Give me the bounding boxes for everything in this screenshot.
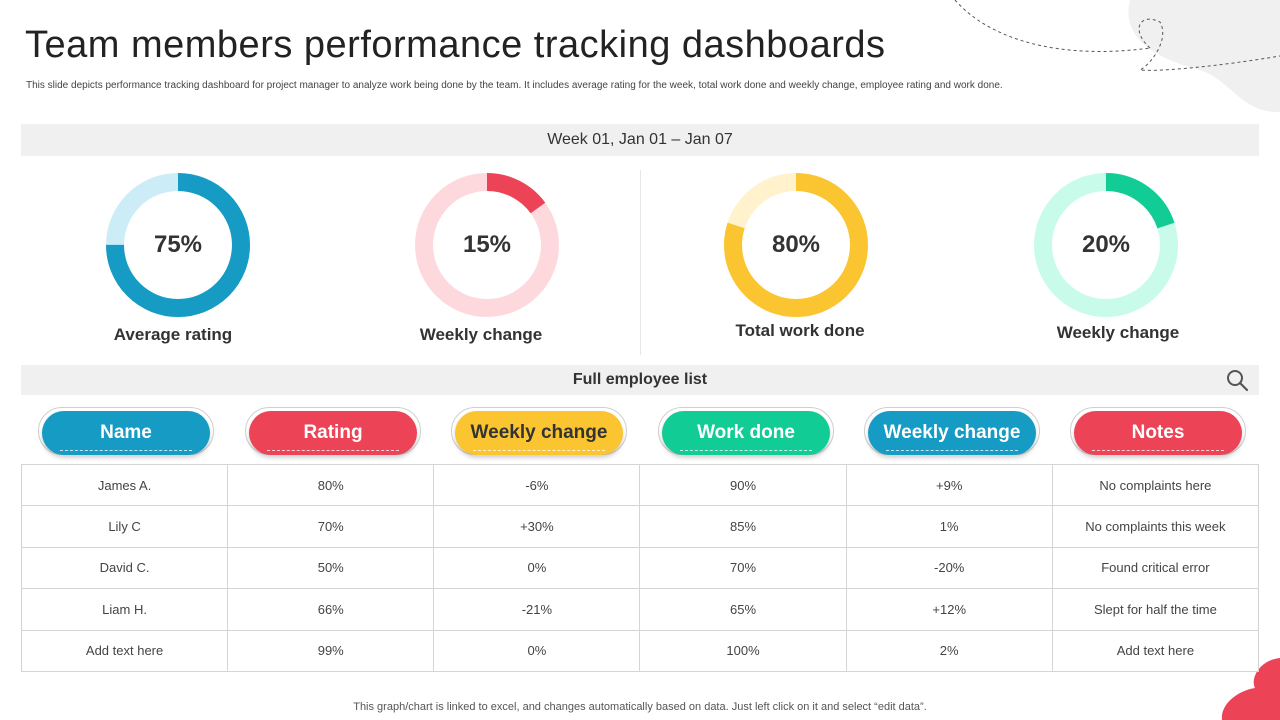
column-header-weekly-change-2[interactable]: Weekly change [864, 407, 1044, 459]
table-row: Add text here 99% 0% 100% 2% Add text he… [20, 629, 1260, 672]
cell-work-done: 90% [639, 463, 847, 507]
column-header-work-done[interactable]: Work done [658, 407, 838, 459]
gauge-label: Weekly change [1056, 323, 1180, 342]
cell-notes: Add text here [1051, 629, 1260, 672]
table-row: Lily C 70% +30% 85% 1% No complaints thi… [20, 505, 1260, 548]
column-label: Weekly change [883, 422, 1021, 443]
cell-name: James A. [20, 463, 229, 507]
pill: Rating [249, 411, 417, 455]
employee-list-bar: Full employee list [21, 365, 1259, 395]
cell-rating: 70% [227, 505, 435, 548]
cell-rating: 66% [227, 588, 435, 631]
cell-weekly-change: -21% [433, 588, 641, 631]
column-label: Name [100, 422, 152, 443]
cell-weekly-change: -6% [433, 463, 641, 507]
cell-rating: 50% [227, 546, 435, 590]
pill: Weekly change [455, 411, 623, 455]
cell-name: Liam H. [20, 588, 229, 631]
cell-notes: No complaints this week [1051, 505, 1260, 548]
cell-weekly-change: 0% [433, 629, 641, 672]
cell-weekly-change-2: +9% [845, 463, 1053, 507]
gauge-value: 75% [153, 231, 203, 258]
gauge-value: 80% [771, 231, 821, 258]
gauge-value: 15% [462, 231, 512, 258]
gauge-value: 20% [1081, 231, 1131, 258]
cell-work-done: 85% [639, 505, 847, 548]
cell-rating: 99% [227, 629, 435, 672]
employee-list-title: Full employee list [572, 371, 708, 388]
gauge-ring [415, 173, 559, 317]
pill: Name [42, 411, 210, 455]
gauge-label: Total work done [735, 321, 865, 340]
section-divider [640, 170, 641, 355]
cell-name: David C. [20, 546, 229, 590]
gauge-ring [1034, 173, 1178, 317]
week-range-bar: Week 01, Jan 01 – Jan 07 [21, 124, 1259, 156]
cell-work-done: 65% [639, 588, 847, 631]
gauge-label: Weekly change [419, 325, 543, 344]
cell-name: Lily C [20, 505, 229, 548]
weekly-change-gauge: 15% [412, 170, 562, 320]
column-header-notes[interactable]: Notes [1070, 407, 1250, 459]
cell-name: Add text here [20, 629, 229, 672]
gauge-label: Average rating [113, 325, 233, 344]
column-label: Weekly change [470, 422, 608, 443]
column-label: Work done [697, 422, 795, 443]
column-header-name[interactable]: Name [38, 407, 218, 459]
cell-work-done: 70% [639, 546, 847, 590]
cell-notes: No complaints here [1051, 463, 1260, 507]
total-work-done-gauge: 80% [721, 170, 871, 320]
cell-weekly-change-2: 2% [845, 629, 1053, 672]
weekly-change-gauge: 20% [1031, 170, 1181, 320]
page-title: Team members performance tracking dashbo… [25, 24, 886, 66]
table-row: David C. 50% 0% 70% -20% Found critical … [20, 546, 1260, 590]
column-label: Rating [303, 422, 363, 443]
average-rating-gauge: 75% [103, 170, 253, 320]
gauge-ring [106, 173, 250, 317]
cell-weekly-change-2: +12% [845, 588, 1053, 631]
column-label: Notes [1131, 422, 1185, 443]
footer-note: This graph/chart is linked to excel, and… [353, 701, 927, 713]
employee-table: James A. 80% -6% 90% +9% No complaints h… [20, 463, 1260, 672]
pill: Work done [662, 411, 830, 455]
column-header-rating[interactable]: Rating [245, 407, 425, 459]
search-icon[interactable] [1225, 368, 1249, 392]
cell-weekly-change-2: 1% [845, 505, 1053, 548]
pill: Weekly change [868, 411, 1036, 455]
column-header-weekly-change[interactable]: Weekly change [451, 407, 631, 459]
page-subtitle: This slide depicts performance tracking … [26, 80, 1003, 91]
pill: Notes [1074, 411, 1242, 455]
table-row: James A. 80% -6% 90% +9% No complaints h… [20, 463, 1260, 507]
cell-work-done: 100% [639, 629, 847, 672]
table-row: Liam H. 66% -21% 65% +12% Slept for half… [20, 588, 1260, 631]
cell-notes: Found critical error [1051, 546, 1260, 590]
cell-weekly-change-2: -20% [845, 546, 1053, 590]
cell-rating: 80% [227, 463, 435, 507]
cell-weekly-change: +30% [433, 505, 641, 548]
gauge-ring [724, 173, 868, 317]
week-range-label: Week 01, Jan 01 – Jan 07 [547, 131, 733, 148]
cell-notes: Slept for half the time [1051, 588, 1260, 631]
cell-weekly-change: 0% [433, 546, 641, 590]
